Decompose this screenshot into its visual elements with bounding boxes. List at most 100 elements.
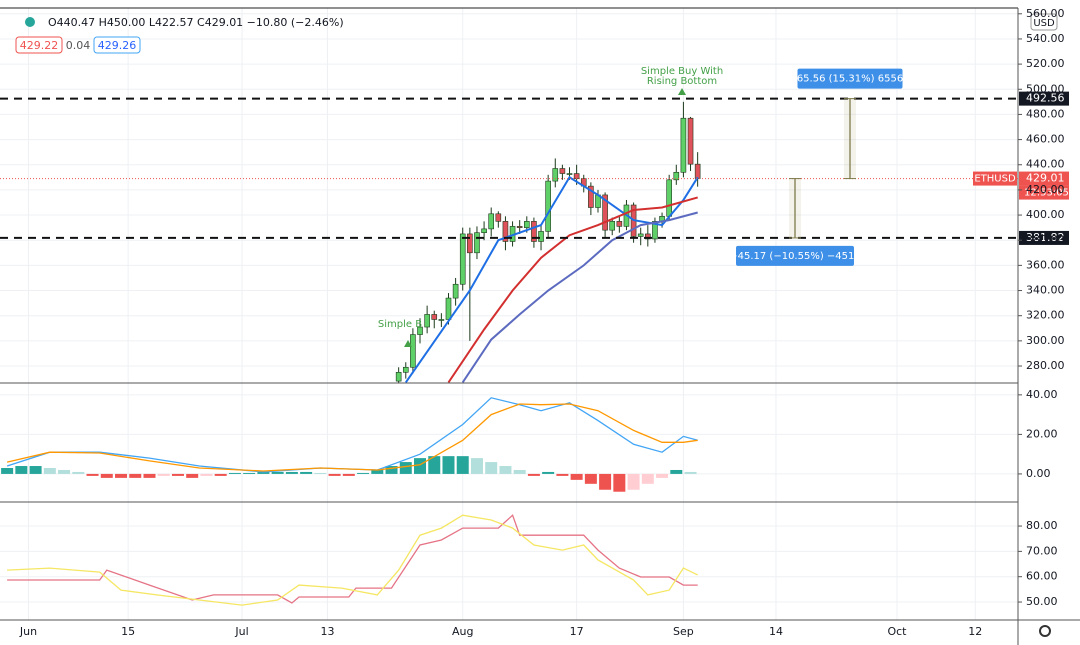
x-tick-label: Jun bbox=[19, 625, 37, 638]
histogram-bar bbox=[58, 469, 71, 474]
x-tick-label: Oct bbox=[887, 625, 907, 638]
candle-body bbox=[566, 173, 573, 175]
histogram-bar bbox=[100, 473, 113, 478]
candle-body bbox=[616, 221, 623, 227]
histogram-bar bbox=[271, 471, 284, 474]
y-tick-label: 360.00 bbox=[1026, 258, 1065, 271]
grid bbox=[0, 8, 1018, 620]
macd-line bbox=[6, 403, 698, 472]
histogram-bar bbox=[485, 462, 498, 474]
y-tick-label: 420.00 bbox=[1026, 183, 1065, 196]
x-tick-label: 15 bbox=[121, 625, 135, 638]
histogram-bar bbox=[542, 471, 555, 474]
y-tick-label: 480.00 bbox=[1026, 107, 1065, 120]
histogram-bar bbox=[570, 473, 583, 480]
candle-body bbox=[552, 168, 559, 182]
y-tick-label: 300.00 bbox=[1026, 334, 1065, 347]
overlay: ETHUSD 429.01 12:53:05 492.56 381.82 65.56 (1… bbox=[0, 66, 1069, 347]
candle-body bbox=[502, 221, 509, 242]
histogram-bar bbox=[499, 466, 512, 474]
last-price-label: 429.01 bbox=[1026, 172, 1065, 185]
y-tick-label: 320.00 bbox=[1026, 309, 1065, 322]
histogram-bar bbox=[300, 471, 313, 474]
x-tick-label: Jul bbox=[234, 625, 248, 638]
y-tick-label: 50.00 bbox=[1026, 595, 1058, 608]
candle-body bbox=[680, 117, 687, 173]
candle-body bbox=[431, 314, 438, 320]
indicator-value: 429.22 bbox=[20, 39, 59, 52]
price-pane bbox=[395, 101, 701, 383]
oscillator-line bbox=[7, 514, 698, 606]
candle-body bbox=[652, 221, 658, 240]
candle-body bbox=[559, 168, 566, 174]
y-tick-label: 20.00 bbox=[1026, 427, 1058, 440]
status-dot bbox=[25, 17, 35, 27]
histogram-bar bbox=[428, 456, 441, 474]
annotation: Rising Bottom bbox=[647, 76, 717, 87]
histogram-bar bbox=[214, 473, 227, 476]
candle-body bbox=[523, 221, 530, 228]
candle-body bbox=[602, 194, 608, 231]
candle-body bbox=[516, 226, 523, 228]
x-tick-label: 14 bbox=[769, 625, 783, 638]
candle-body bbox=[673, 171, 680, 181]
histogram-bar bbox=[527, 473, 540, 476]
candle-body bbox=[645, 233, 651, 240]
y-tick-label: 380.00 bbox=[1026, 233, 1065, 246]
y-tick-label: 80.00 bbox=[1026, 519, 1058, 532]
candle-body bbox=[588, 185, 594, 208]
level-box bbox=[1019, 91, 1069, 106]
y-tick-label: 340.00 bbox=[1026, 284, 1065, 297]
histogram-bar bbox=[513, 469, 526, 474]
candle-body bbox=[424, 314, 430, 328]
y-tick-label: 440.00 bbox=[1026, 158, 1065, 171]
histogram-bar bbox=[357, 472, 370, 474]
indicator-line bbox=[404, 175, 699, 383]
countdown-label: 12:53:05 bbox=[1024, 188, 1069, 199]
symbol-box bbox=[973, 171, 1017, 186]
plot bbox=[1, 101, 701, 606]
histogram-bar bbox=[285, 471, 298, 474]
candle-body bbox=[538, 231, 544, 242]
measure-label: 65.56 (15.31%) 6556 bbox=[797, 74, 903, 85]
candle-body bbox=[474, 232, 480, 254]
price-box bbox=[1019, 171, 1069, 186]
candle-body bbox=[438, 319, 445, 321]
histogram-bar bbox=[641, 473, 654, 484]
x-tick-label: 13 bbox=[320, 625, 334, 638]
indicator-value: 0.04 bbox=[66, 39, 91, 52]
candle-body bbox=[609, 221, 616, 231]
macd-line bbox=[6, 397, 698, 473]
histogram-bar bbox=[385, 466, 398, 474]
histogram-bar bbox=[257, 471, 270, 474]
symbol-label: ETHUSD bbox=[974, 174, 1016, 185]
measure-label: −45.17 (−10.55%) −4517 bbox=[729, 251, 861, 262]
histogram-bar bbox=[584, 473, 597, 484]
candle-body bbox=[573, 173, 580, 179]
histogram-bar bbox=[414, 458, 427, 474]
oscillator-line bbox=[7, 514, 698, 604]
y-tick-label: 40.00 bbox=[1026, 388, 1058, 401]
candle-body bbox=[545, 180, 551, 232]
histogram-bar bbox=[200, 473, 213, 476]
indicator-line bbox=[447, 196, 698, 383]
countdown-box bbox=[1019, 185, 1069, 200]
histogram-bar bbox=[1, 468, 14, 474]
candle-body bbox=[459, 233, 466, 285]
histogram-bar bbox=[243, 472, 256, 474]
annotation-marker bbox=[404, 340, 412, 347]
y-tick-label: 60.00 bbox=[1026, 570, 1058, 583]
histogram-bar bbox=[129, 473, 142, 478]
y-tick-label: 70.00 bbox=[1026, 544, 1058, 557]
annotation: Simple B bbox=[378, 319, 422, 330]
currency-box[interactable] bbox=[1030, 13, 1058, 31]
histogram-bar bbox=[456, 456, 469, 474]
histogram-bar bbox=[656, 473, 669, 478]
candle-body bbox=[445, 297, 452, 320]
settings-icon[interactable] bbox=[1039, 625, 1051, 637]
candle-body bbox=[637, 233, 644, 237]
indicator-line bbox=[461, 211, 698, 383]
candle-body bbox=[410, 334, 416, 368]
